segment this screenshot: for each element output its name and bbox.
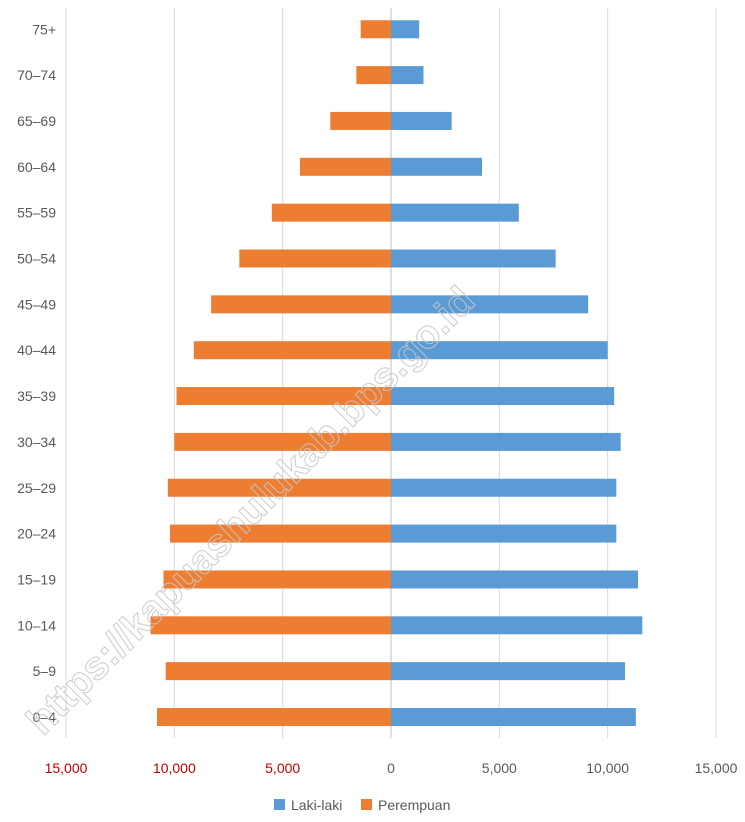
bar-perempuan	[163, 570, 391, 589]
bars	[150, 20, 643, 726]
bar-laki-laki	[391, 708, 636, 726]
bar-perempuan	[174, 432, 391, 451]
bar-perempuan	[157, 708, 391, 726]
bar-perempuan	[170, 524, 391, 543]
legend-swatch-laki-laki	[274, 799, 285, 810]
bar-perempuan	[211, 295, 391, 314]
y-category-label: 20–24	[17, 526, 56, 542]
bar-laki-laki	[391, 524, 617, 543]
y-category-label: 10–14	[17, 617, 56, 633]
x-tick-label: 0	[387, 760, 395, 776]
x-tick-label: 5,000	[482, 760, 517, 776]
legend-swatch-perempuan	[361, 799, 372, 810]
y-category-label: 40–44	[17, 342, 56, 358]
legend: Laki-laki Perempuan	[274, 797, 450, 813]
bar-perempuan	[330, 111, 391, 130]
x-tick-label: 5,000	[265, 760, 300, 776]
bar-laki-laki	[391, 249, 556, 268]
bar-laki-laki	[391, 387, 615, 406]
x-tick-label: 15,000	[695, 760, 738, 776]
bar-laki-laki	[391, 478, 617, 497]
category-labels: 0–4 5–9 10–14 15–19 20–24 25–29 30–34 35–39 40–4…	[17, 21, 56, 725]
y-category-label: 5–9	[33, 663, 57, 679]
y-category-label: 45–49	[17, 296, 56, 312]
y-category-label: 75+	[32, 21, 56, 37]
axis-labels: 15,000 10,000 5,000 0 5,000 10,000 15,000	[45, 760, 738, 776]
bar-laki-laki	[391, 570, 638, 589]
bar-perempuan	[193, 341, 391, 360]
bar-perempuan	[165, 662, 391, 681]
bar-laki-laki	[391, 662, 625, 681]
bar-laki-laki	[391, 432, 621, 451]
y-category-label: 0–4	[33, 709, 57, 725]
bar-perempuan	[356, 66, 391, 85]
bar-laki-laki	[391, 157, 482, 176]
y-category-label: 55–59	[17, 205, 56, 221]
x-tick-label: 10,000	[586, 760, 629, 776]
y-category-label: 35–39	[17, 388, 56, 404]
y-category-label: 60–64	[17, 159, 56, 175]
bar-perempuan	[167, 478, 391, 497]
y-category-label: 50–54	[17, 251, 56, 267]
y-category-label: 30–34	[17, 434, 56, 450]
y-category-label: 25–29	[17, 480, 56, 496]
bar-perempuan	[360, 20, 391, 39]
bar-laki-laki	[391, 295, 589, 314]
x-tick-label: 15,000	[45, 760, 88, 776]
bar-laki-laki	[391, 111, 452, 130]
x-tick-label: 10,000	[153, 760, 196, 776]
bar-perempuan	[271, 203, 391, 222]
y-category-label: 70–74	[17, 67, 56, 83]
bar-perempuan	[300, 157, 391, 176]
y-category-label: 65–69	[17, 113, 56, 129]
bar-perempuan	[150, 616, 391, 635]
legend-label-laki-laki: Laki-laki	[291, 797, 342, 813]
bar-laki-laki	[391, 20, 420, 39]
y-category-label: 15–19	[17, 571, 56, 587]
bar-perempuan	[176, 387, 391, 406]
bar-laki-laki	[391, 341, 608, 360]
legend-label-perempuan: Perempuan	[378, 797, 450, 813]
bar-laki-laki	[391, 203, 519, 222]
bar-laki-laki	[391, 616, 643, 635]
bar-laki-laki	[391, 66, 424, 85]
bar-perempuan	[239, 249, 391, 268]
